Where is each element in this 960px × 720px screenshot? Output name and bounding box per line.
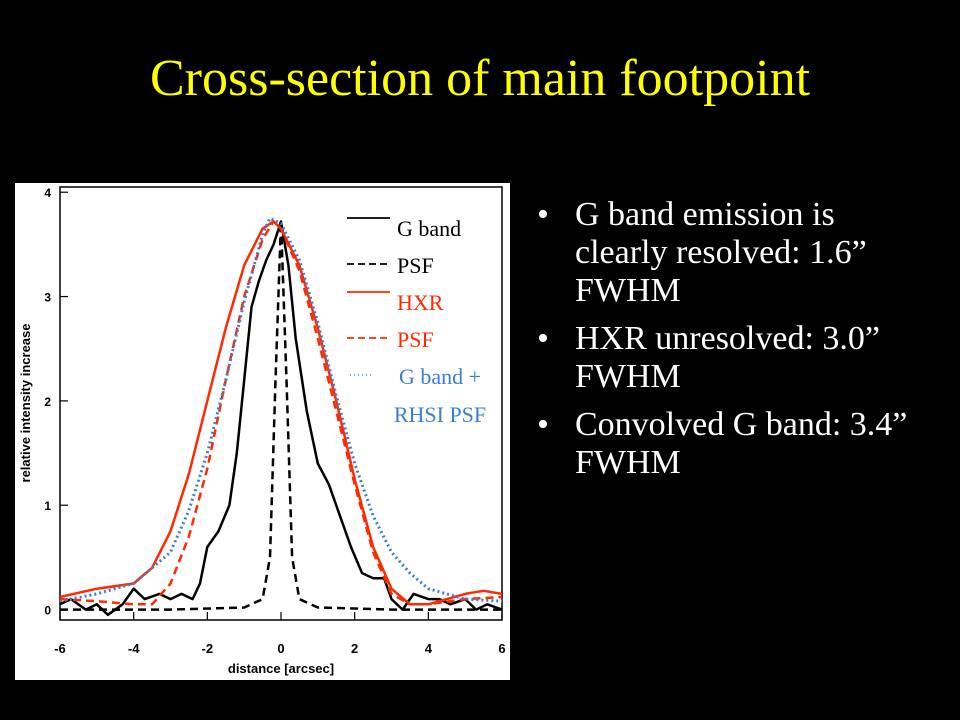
legend-label: G band [397,216,462,241]
legend-label: G band + RHSI PSF [393,364,487,427]
x-tick-label: 6 [498,641,505,656]
y-axis-label: relative intensity increase [18,324,33,483]
y-tick-label: 3 [44,291,51,305]
series-line [59,220,503,606]
series-line [59,216,503,603]
x-axis-label: distance [arcsec] [228,661,334,676]
chart-background [15,183,510,680]
bullet-list: G band emission is clearly resolved: 1.6… [535,196,915,492]
legend-label: HXR [397,290,444,315]
y-tick-label: 2 [44,395,51,409]
x-tick-label: -6 [54,641,66,656]
x-tick-label: 0 [277,641,284,656]
series-line [60,220,502,611]
x-tick-label: 2 [351,641,358,656]
x-tick-label: -4 [128,641,140,656]
bullet: G band emission is clearly resolved: 1.6… [537,196,920,310]
bullet: Convolved G band: 3.4” FWHM [537,406,920,482]
slide-title: Cross-section of main footpoint [150,50,811,107]
bullet: HXR unresolved: 3.0” FWHM [537,320,920,396]
y-tick-label: 1 [44,499,51,513]
x-tick-label: 4 [425,641,433,656]
legend-label: PSF [397,253,434,278]
y-tick-label: 4 [44,186,51,200]
series-line [59,220,503,617]
legend-label: PSF [397,327,434,352]
y-tick-label: 0 [44,604,51,618]
series-line [59,220,503,606]
x-tick-label: -2 [202,641,214,656]
